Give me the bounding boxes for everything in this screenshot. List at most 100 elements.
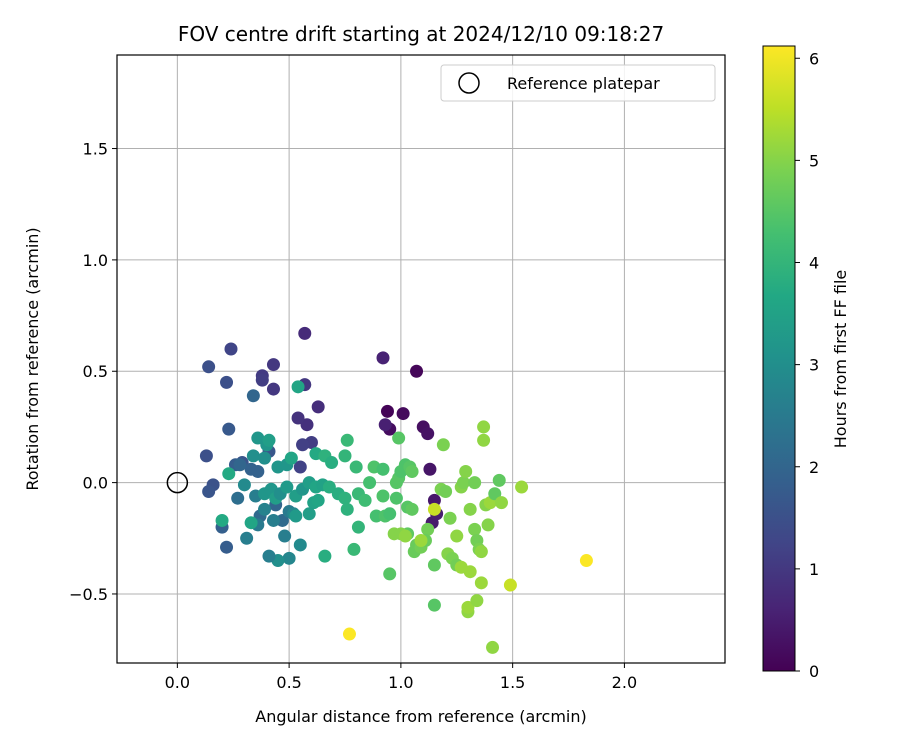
data-point bbox=[456, 476, 470, 490]
data-point bbox=[392, 431, 406, 445]
data-point bbox=[318, 549, 332, 563]
colorbar: 0 1 2 3 4 5 6 Hours from first FF file bbox=[762, 45, 850, 681]
data-point bbox=[291, 411, 305, 425]
data-point bbox=[383, 567, 397, 581]
data-point bbox=[427, 502, 441, 516]
data-point bbox=[421, 427, 435, 441]
data-point bbox=[503, 578, 517, 592]
data-point bbox=[237, 478, 251, 492]
x-axis: 0.0 0.5 1.0 1.5 2.0 bbox=[165, 663, 637, 692]
data-point bbox=[427, 598, 441, 612]
y-tick-label: 0.0 bbox=[83, 474, 108, 493]
data-point bbox=[338, 491, 352, 505]
data-point bbox=[325, 456, 339, 470]
data-point bbox=[380, 404, 394, 418]
data-point bbox=[220, 375, 234, 389]
data-points bbox=[199, 326, 593, 654]
data-point bbox=[414, 534, 428, 548]
data-point bbox=[266, 513, 280, 527]
y-axis-label: Rotation from reference (arcmin) bbox=[23, 227, 42, 490]
data-point bbox=[389, 491, 403, 505]
data-point bbox=[244, 516, 258, 530]
x-tick-label: 2.0 bbox=[612, 673, 637, 692]
data-point bbox=[468, 522, 482, 536]
data-point bbox=[383, 507, 397, 521]
x-tick-label: 0.0 bbox=[165, 673, 190, 692]
data-point bbox=[436, 438, 450, 452]
colorbar-gradient bbox=[762, 45, 796, 672]
colorbar-tick-label: 0 bbox=[809, 662, 819, 681]
colorbar-tick-label: 5 bbox=[809, 151, 819, 170]
data-point bbox=[255, 373, 269, 387]
data-point bbox=[246, 449, 260, 463]
data-point bbox=[231, 491, 245, 505]
data-point bbox=[378, 418, 392, 432]
y-tick-label: 1.0 bbox=[83, 251, 108, 270]
data-point bbox=[280, 480, 294, 494]
data-point bbox=[486, 640, 500, 654]
data-point bbox=[421, 522, 435, 536]
data-point bbox=[376, 489, 390, 503]
data-point bbox=[202, 360, 216, 374]
data-point bbox=[376, 462, 390, 476]
data-point bbox=[340, 502, 354, 516]
data-point bbox=[222, 467, 236, 481]
data-point bbox=[492, 473, 506, 487]
data-point bbox=[266, 382, 280, 396]
data-point bbox=[311, 493, 325, 507]
data-point bbox=[340, 433, 354, 447]
legend-box bbox=[440, 64, 716, 102]
data-point bbox=[233, 458, 247, 472]
data-point bbox=[405, 464, 419, 478]
data-point bbox=[215, 513, 229, 527]
colorbar-tick-label: 3 bbox=[809, 356, 819, 375]
data-point bbox=[398, 529, 412, 543]
x-axis-label: Angular distance from reference (arcmin) bbox=[255, 707, 586, 726]
colorbar-tick-label: 6 bbox=[809, 49, 819, 68]
data-point bbox=[266, 358, 280, 372]
data-point bbox=[463, 502, 477, 516]
data-point bbox=[202, 485, 216, 499]
reference-marker bbox=[166, 471, 189, 494]
data-point bbox=[349, 460, 363, 474]
data-point bbox=[342, 627, 356, 641]
data-point bbox=[262, 433, 276, 447]
data-point bbox=[298, 326, 312, 340]
data-point bbox=[322, 480, 336, 494]
data-point bbox=[222, 422, 236, 436]
data-point bbox=[369, 509, 383, 523]
y-tick-label: −0.5 bbox=[69, 585, 108, 604]
data-point bbox=[296, 438, 310, 452]
data-point bbox=[376, 351, 390, 365]
chart-title: FOV centre drift starting at 2024/12/10 … bbox=[178, 22, 664, 46]
data-point bbox=[251, 464, 265, 478]
legend-open-circle-icon bbox=[458, 72, 480, 94]
legend: Reference platepar bbox=[440, 64, 716, 102]
data-point bbox=[427, 493, 441, 507]
data-point bbox=[293, 538, 307, 552]
data-point bbox=[262, 549, 276, 563]
data-point bbox=[461, 600, 475, 614]
data-point bbox=[443, 511, 457, 525]
data-point bbox=[338, 449, 352, 463]
data-point bbox=[224, 342, 238, 356]
colorbar-tick-label: 4 bbox=[809, 254, 819, 273]
y-tick-label: 0.5 bbox=[83, 362, 108, 381]
grid bbox=[117, 55, 725, 663]
colorbar-tick-label: 1 bbox=[809, 560, 819, 579]
x-tick-label: 1.5 bbox=[500, 673, 525, 692]
data-point bbox=[258, 502, 272, 516]
data-point bbox=[410, 364, 424, 378]
y-tick-label: 1.5 bbox=[83, 140, 108, 159]
data-point bbox=[579, 554, 593, 568]
colorbar-label: Hours from first FF file bbox=[831, 270, 850, 449]
data-point bbox=[463, 565, 477, 579]
y-axis: −0.5 0.0 0.5 1.0 1.5 bbox=[69, 140, 117, 604]
data-point bbox=[459, 464, 473, 478]
data-point bbox=[515, 480, 529, 494]
data-point bbox=[282, 551, 296, 565]
data-point bbox=[291, 380, 305, 394]
data-point bbox=[275, 513, 289, 527]
data-point bbox=[488, 487, 502, 501]
